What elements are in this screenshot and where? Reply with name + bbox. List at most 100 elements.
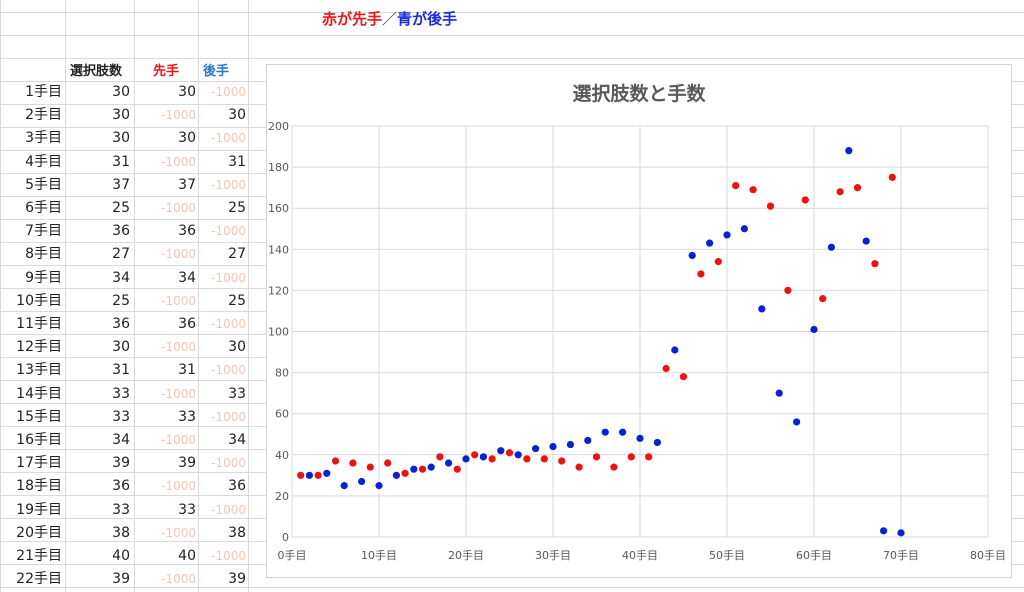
row-label[interactable]: 16手目 [16, 432, 62, 448]
choice-count-cell[interactable]: 37 [112, 176, 130, 193]
choice-count-cell[interactable]: 31 [112, 153, 130, 170]
row-label[interactable]: 12手目 [16, 339, 62, 356]
choice-count-cell[interactable]: 30 [112, 84, 130, 100]
choice-count-cell[interactable]: 33 [112, 408, 130, 425]
row-label[interactable]: 3手目 [25, 130, 62, 147]
scatter-plot: 0 20 40 60 80 100 120 140 160 180 200 0手目 10手目 20手目 30… [268, 120, 1006, 562]
choice-count-cell[interactable]: 27 [112, 246, 130, 263]
gote-cell[interactable]: -1000 [211, 131, 246, 146]
sente-cell[interactable]: 36 [178, 223, 196, 240]
x-tick-label: 0手目 [278, 548, 307, 562]
gote-point [445, 459, 453, 467]
sente-cell[interactable]: -1000 [161, 293, 196, 308]
choice-count-cell[interactable]: 39 [112, 571, 130, 588]
sente-cell[interactable]: -1000 [161, 247, 196, 262]
row-label[interactable]: 15手目 [16, 408, 62, 425]
choice-count-cell[interactable]: 34 [112, 432, 130, 448]
row-label[interactable]: 17手目 [16, 455, 62, 472]
choice-count-cell[interactable]: 30 [112, 339, 130, 356]
choice-count-cell[interactable]: 25 [112, 292, 130, 309]
choice-count-cell[interactable]: 30 [112, 130, 130, 147]
row-label[interactable]: 13手目 [16, 362, 62, 379]
header-sente[interactable]: 先手 [153, 64, 180, 79]
sente-cell[interactable]: 40 [178, 548, 196, 564]
choice-count-cell[interactable]: 36 [112, 223, 130, 240]
gote-point [462, 455, 470, 463]
choice-count-cell[interactable]: 31 [112, 362, 130, 379]
gote-cell[interactable]: 34 [228, 432, 246, 448]
sente-cell[interactable]: 36 [178, 316, 196, 332]
sente-cell[interactable]: -1000 [161, 201, 196, 215]
sente-cell[interactable]: -1000 [161, 479, 196, 494]
header-count[interactable]: 選択肢数 [70, 64, 123, 79]
sente-cell[interactable]: -1000 [161, 433, 196, 447]
sente-cell[interactable]: -1000 [161, 154, 196, 169]
gote-cell[interactable]: -1000 [211, 363, 246, 378]
row-label[interactable]: 8手目 [25, 246, 62, 263]
header-gote[interactable]: 後手 [203, 64, 230, 79]
choice-count-cell[interactable]: 36 [112, 478, 130, 495]
choice-count-cell[interactable]: 33 [112, 385, 130, 402]
y-tick-label: 40 [275, 449, 289, 462]
gote-cell[interactable]: 25 [228, 292, 246, 309]
choice-count-cell[interactable]: 30 [112, 107, 130, 124]
sente-cell[interactable]: 31 [178, 362, 196, 379]
gote-cell[interactable]: 38 [228, 524, 246, 541]
row-label[interactable]: 9手目 [25, 269, 62, 286]
choice-count-cell[interactable]: 40 [112, 548, 130, 564]
row-label[interactable]: 14手目 [16, 385, 62, 402]
gote-cell[interactable]: -1000 [211, 456, 246, 471]
sente-cell[interactable]: -1000 [161, 108, 196, 123]
choice-count-cell[interactable]: 39 [112, 455, 130, 472]
gote-cell[interactable]: 39 [228, 571, 246, 588]
gote-point [740, 225, 748, 233]
sente-cell[interactable]: -1000 [161, 386, 196, 401]
row-label[interactable]: 6手目 [25, 200, 62, 216]
row-label[interactable]: 7手目 [25, 223, 62, 240]
gote-cell[interactable]: 33 [228, 385, 246, 402]
sente-cell[interactable]: 30 [178, 130, 196, 147]
row-label[interactable]: 2手目 [25, 107, 62, 124]
row-label[interactable]: 18手目 [16, 478, 62, 495]
gote-cell[interactable]: 36 [228, 478, 246, 495]
gote-cell[interactable]: 27 [228, 246, 246, 263]
row-label[interactable]: 5手目 [25, 176, 62, 193]
gote-cell[interactable]: -1000 [211, 549, 246, 563]
row-label[interactable]: 10手目 [16, 292, 62, 309]
gote-cell[interactable]: -1000 [211, 502, 246, 517]
gote-cell[interactable]: 25 [228, 200, 246, 216]
gote-cell[interactable]: -1000 [211, 409, 246, 424]
row-label[interactable]: 21手目 [16, 548, 62, 564]
sente-cell[interactable]: 33 [178, 501, 196, 518]
choice-count-cell[interactable]: 36 [112, 316, 130, 332]
sente-point [349, 459, 357, 467]
sente-point [645, 453, 653, 461]
gote-cell[interactable]: -1000 [211, 177, 246, 192]
sente-cell[interactable]: -1000 [161, 340, 196, 355]
row-label[interactable]: 19手目 [16, 501, 62, 518]
choice-count-cell[interactable]: 25 [112, 200, 130, 216]
gote-cell[interactable]: -1000 [211, 224, 246, 239]
gote-cell[interactable]: 31 [228, 153, 246, 170]
choice-count-cell[interactable]: 38 [112, 524, 130, 541]
sente-cell[interactable]: -1000 [161, 572, 196, 587]
row-label[interactable]: 11手目 [16, 316, 62, 332]
sente-cell[interactable]: 39 [178, 455, 196, 472]
sente-cell[interactable]: 37 [178, 176, 196, 193]
row-label[interactable]: 22手目 [16, 571, 62, 588]
choice-count-cell[interactable]: 34 [112, 269, 130, 286]
gote-cell[interactable]: -1000 [211, 270, 246, 285]
row-label[interactable]: 1手目 [25, 84, 62, 100]
sente-cell[interactable]: -1000 [161, 525, 196, 540]
gote-cell[interactable]: -1000 [211, 85, 246, 99]
gote-cell[interactable]: -1000 [211, 317, 246, 331]
sente-cell[interactable]: 34 [178, 269, 196, 286]
chart-area[interactable]: 選択肢数と手数 0 20 40 60 80 100 120 140 160 180 200 0手目 10… [266, 64, 1012, 578]
row-label[interactable]: 4手目 [25, 153, 62, 170]
row-label[interactable]: 20手目 [16, 524, 62, 541]
gote-cell[interactable]: 30 [228, 339, 246, 356]
sente-cell[interactable]: 33 [178, 408, 196, 425]
gote-cell[interactable]: 30 [228, 107, 246, 124]
choice-count-cell[interactable]: 33 [112, 501, 130, 518]
sente-cell[interactable]: 30 [178, 84, 196, 100]
